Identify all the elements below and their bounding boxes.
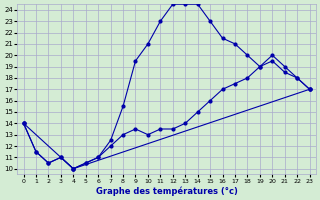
X-axis label: Graphe des températures (°c): Graphe des températures (°c) [96,186,237,196]
